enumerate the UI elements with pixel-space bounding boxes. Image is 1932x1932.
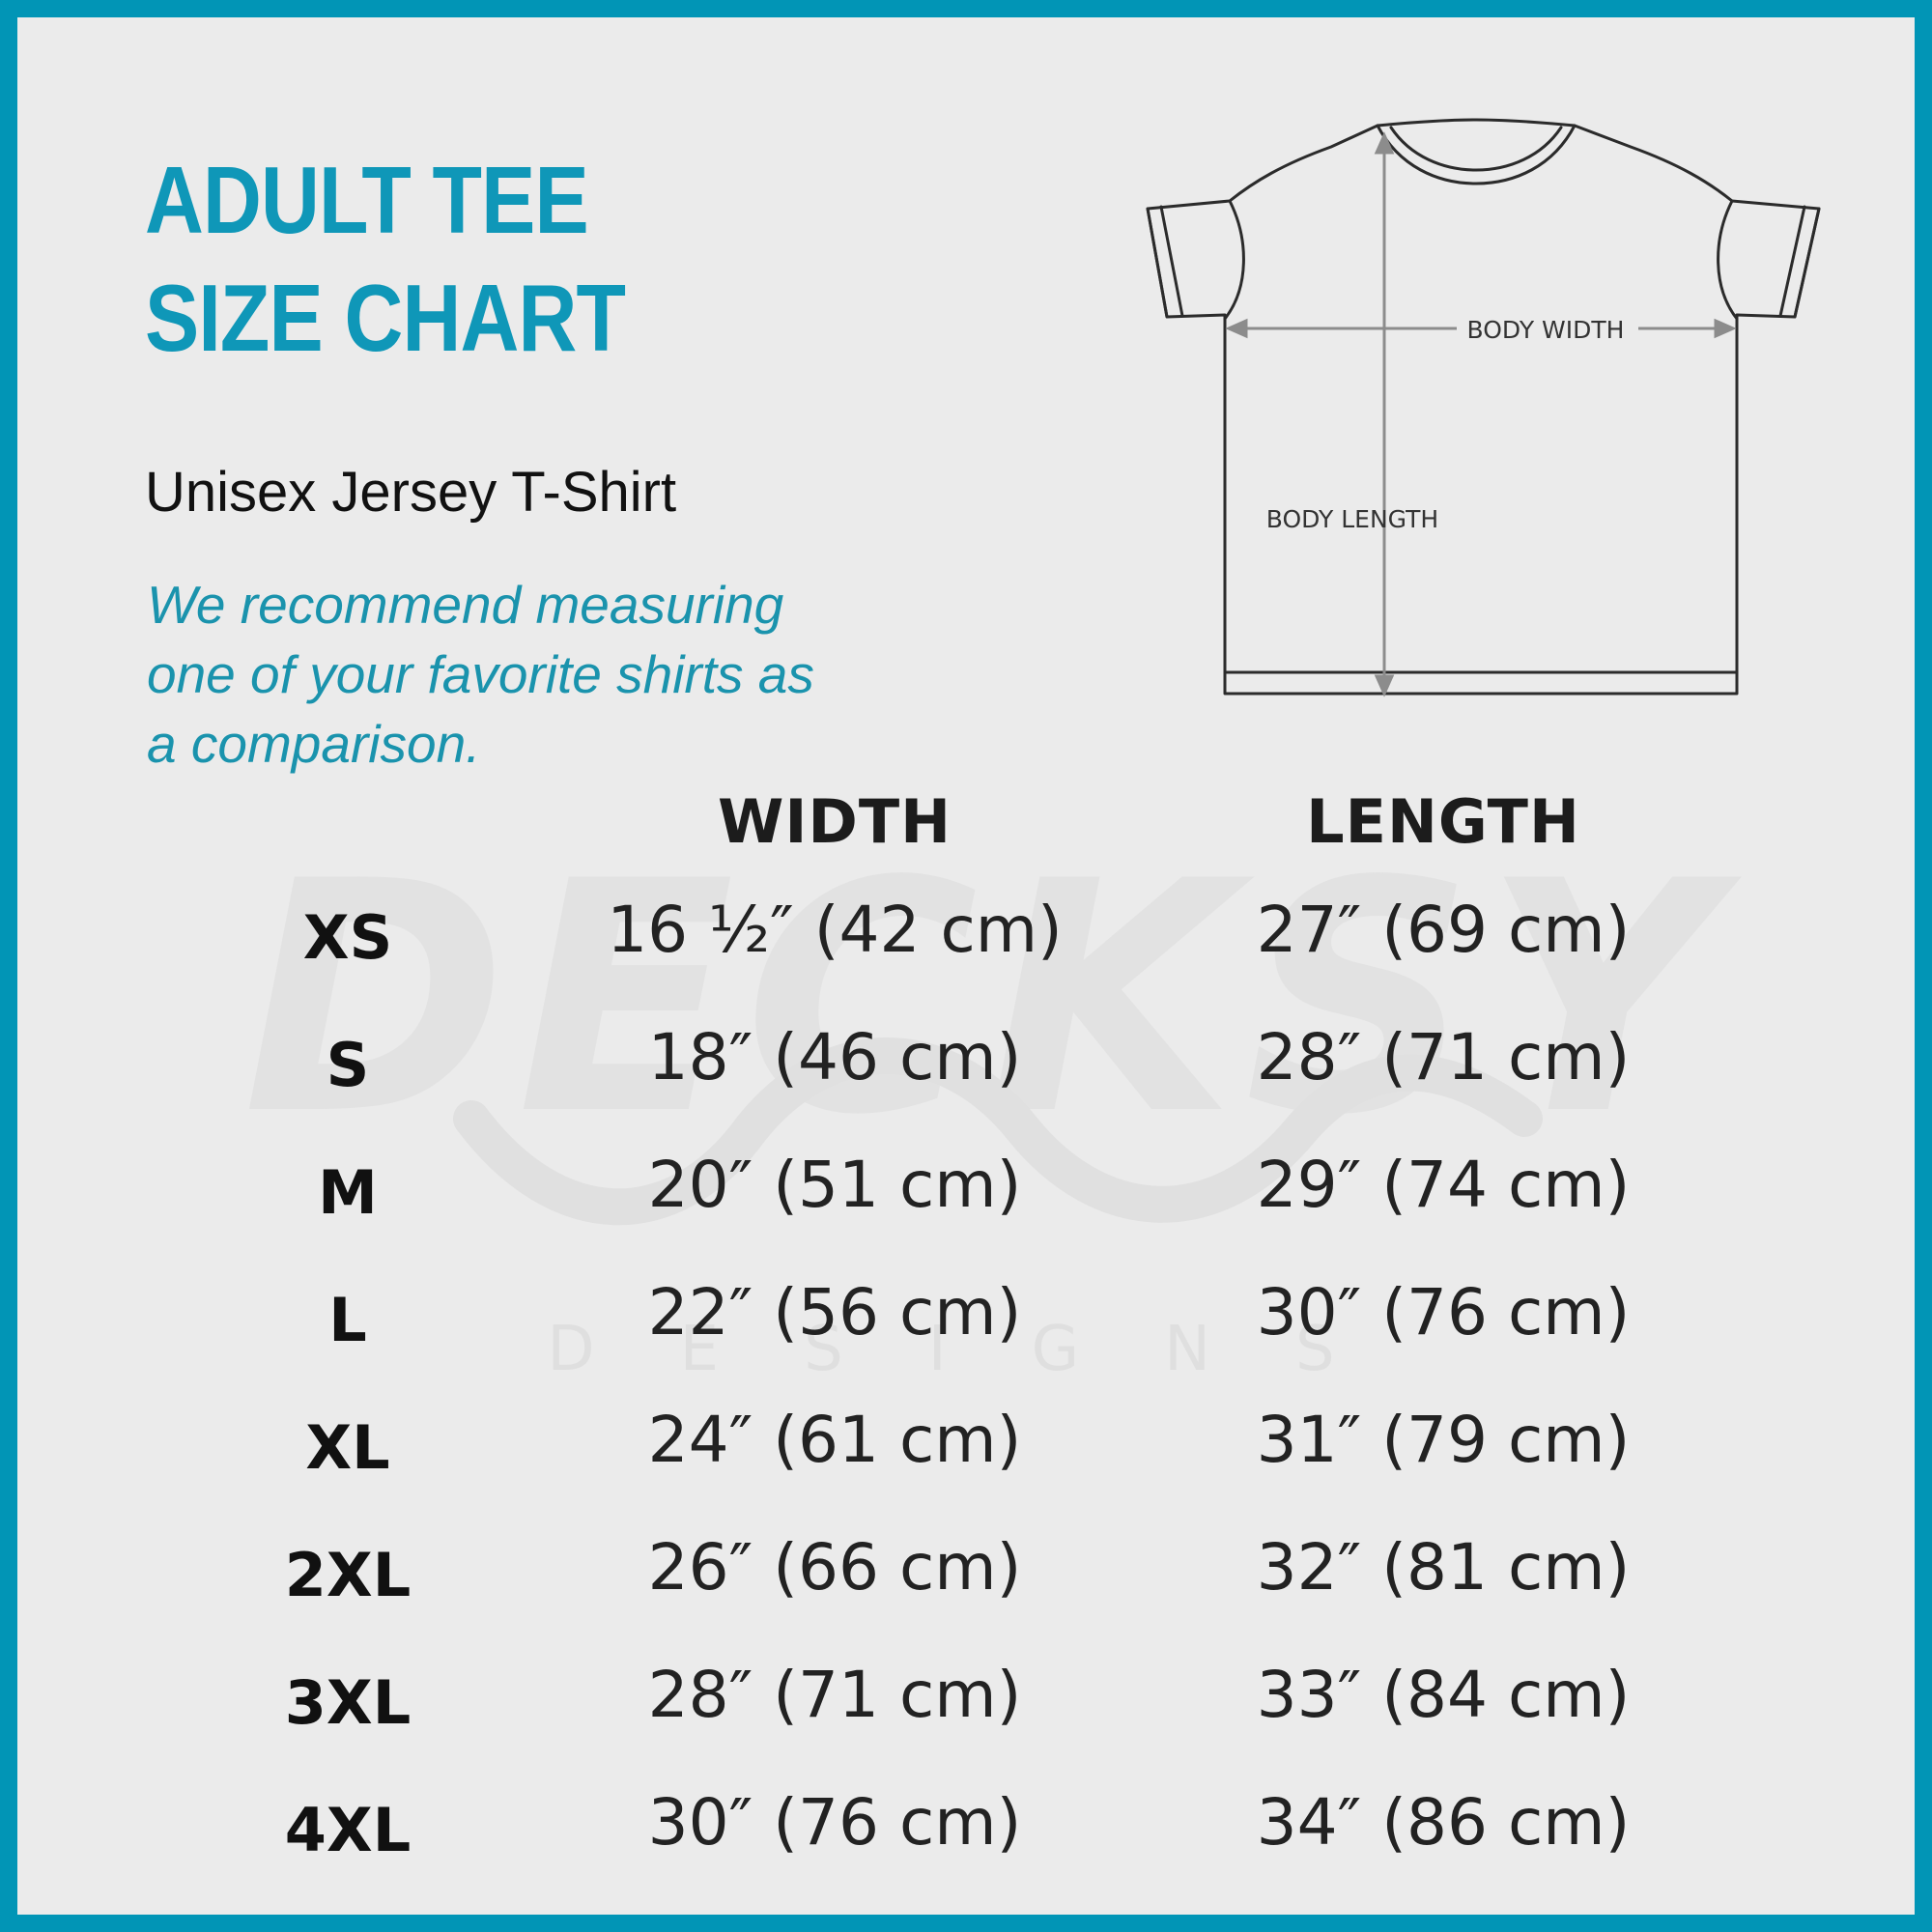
length-value: 32″ (81 cm)	[1256, 1530, 1631, 1605]
tshirt-diagram: BODY WIDTH BODY LENGTH	[1146, 118, 1821, 697]
body-length-label: BODY LENGTH	[1266, 505, 1438, 533]
table-row: XL 24″ (61 cm) 31″ (79 cm)	[17, 1385, 1915, 1513]
product-subtitle: Unisex Jersey T-Shirt	[145, 461, 677, 524]
body-length-arrow-top	[1374, 131, 1395, 155]
length-value: 33″ (84 cm)	[1256, 1658, 1631, 1732]
table-row: L 22″ (56 cm) 30″ (76 cm)	[17, 1258, 1915, 1385]
note-line-1: We recommend measuring	[147, 575, 784, 635]
width-value: 24″ (61 cm)	[647, 1403, 1022, 1477]
page-title: ADULT TEE SIZE CHART	[145, 141, 626, 377]
size-chart-card: DECKSY DESIGNS ADULT TEE SIZE CHART Unis…	[17, 17, 1915, 1915]
table-row: 2XL 26″ (66 cm) 32″ (81 cm)	[17, 1513, 1915, 1640]
width-value: 28″ (71 cm)	[647, 1658, 1022, 1732]
length-value: 31″ (79 cm)	[1256, 1403, 1631, 1477]
length-column-header: LENGTH	[1306, 786, 1580, 857]
size-label: L	[328, 1285, 367, 1355]
width-value: 20″ (51 cm)	[647, 1148, 1022, 1222]
width-column-header: WIDTH	[717, 786, 952, 857]
table-row: 4XL 30″ (76 cm) 34″ (86 cm)	[17, 1768, 1915, 1895]
table-row: 3XL 28″ (71 cm) 33″ (84 cm)	[17, 1640, 1915, 1768]
body-width-arrow-left	[1225, 318, 1248, 339]
length-value: 27″ (69 cm)	[1256, 893, 1631, 967]
length-value: 29″ (74 cm)	[1256, 1148, 1631, 1222]
size-label: M	[318, 1157, 378, 1228]
length-value: 34″ (86 cm)	[1256, 1785, 1631, 1860]
body-width-arrow-right	[1714, 318, 1737, 339]
table-row: XS 16 ½″ (42 cm) 27″ (69 cm)	[17, 875, 1915, 1003]
size-label: 3XL	[284, 1667, 412, 1738]
length-value: 28″ (71 cm)	[1256, 1020, 1631, 1094]
size-label: 4XL	[284, 1795, 412, 1865]
width-value: 26″ (66 cm)	[647, 1530, 1022, 1605]
width-value: 30″ (76 cm)	[647, 1785, 1022, 1860]
right-sleeve-seam	[1717, 199, 1739, 321]
measuring-note: We recommend measuring one of your favor…	[147, 570, 814, 779]
size-label: S	[326, 1030, 370, 1100]
width-value: 18″ (46 cm)	[647, 1020, 1022, 1094]
table-row: M 20″ (51 cm) 29″ (74 cm)	[17, 1130, 1915, 1258]
shirt-collar	[1376, 124, 1577, 185]
size-label: XL	[305, 1412, 390, 1483]
title-line-2: SIZE CHART	[145, 265, 626, 371]
length-value: 30″ (76 cm)	[1256, 1275, 1631, 1350]
size-label: 2XL	[284, 1540, 412, 1610]
note-line-3: a comparison.	[147, 714, 481, 774]
width-value: 22″ (56 cm)	[647, 1275, 1022, 1350]
note-line-2: one of your favorite shirts as	[147, 644, 814, 704]
body-width-label: BODY WIDTH	[1467, 316, 1625, 344]
body-length-arrow-bottom	[1374, 674, 1395, 697]
width-value: 16 ½″ (42 cm)	[607, 893, 1063, 967]
shirt-body-outline	[1146, 118, 1821, 696]
table-row: S 18″ (46 cm) 28″ (71 cm)	[17, 1003, 1915, 1130]
left-sleeve-seam	[1223, 199, 1245, 321]
title-line-1: ADULT TEE	[145, 147, 589, 253]
size-label: XS	[302, 902, 393, 973]
